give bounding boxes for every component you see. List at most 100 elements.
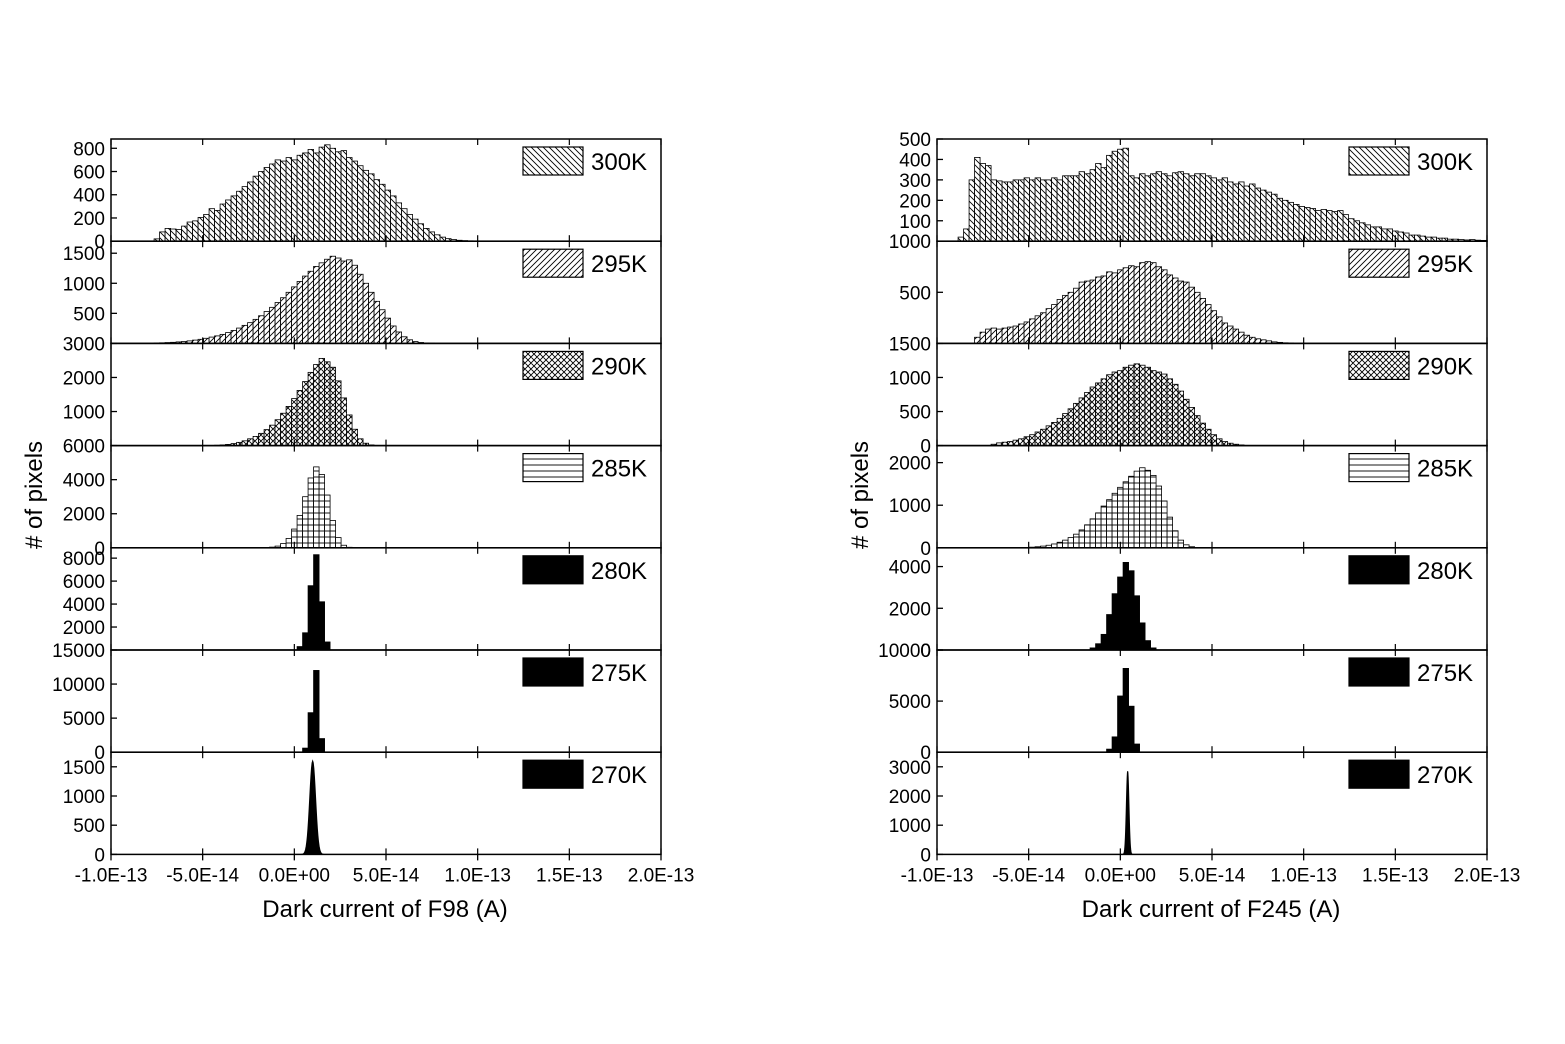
right-bar-295k: [1150, 262, 1157, 344]
right-bar-300k: [1381, 228, 1388, 242]
right-bar-300k: [1309, 208, 1316, 242]
left-xtick-label: -5.0E-14: [166, 865, 239, 886]
left-bar-300k: [428, 231, 435, 242]
left-bar-300k: [236, 190, 243, 242]
left-bar-295k: [401, 336, 408, 344]
right-ytick-label-270k: 3000: [889, 758, 931, 779]
right-bar-300k: [1034, 177, 1041, 242]
right-bar-295k: [1128, 265, 1135, 344]
left-bar-275k: [318, 738, 325, 753]
left-bar-300k: [417, 223, 424, 242]
right-xtick-label: 0.0E+00: [1085, 865, 1156, 886]
right-legend-label-285k: 285K: [1417, 456, 1473, 483]
right-legend-label-270k: 270K: [1417, 762, 1473, 789]
right-bar-275k: [1128, 705, 1135, 753]
left-legend-swatch-295k: [522, 248, 584, 278]
right-bar-285k: [1111, 492, 1118, 549]
right-bar-295k: [1029, 318, 1036, 344]
right-bar-300k: [1012, 179, 1019, 242]
right-ytick-label-275k: 5000: [889, 692, 931, 713]
left-bar-300k: [263, 167, 270, 242]
right-bar-300k: [1342, 214, 1349, 242]
left-bar-280k: [307, 585, 314, 651]
left-bar-295k: [373, 300, 380, 344]
left-bar-290k: [329, 366, 336, 446]
right-ytick-label-290k: 1500: [889, 334, 931, 355]
right-bar-300k: [1067, 175, 1074, 242]
right-bar-300k: [1397, 231, 1404, 242]
right-ytick-label-300k: 100: [899, 212, 931, 233]
right-bar-295k: [1243, 334, 1250, 344]
left-bar-300k: [434, 234, 441, 242]
left-legend-label-290k: 290K: [591, 353, 647, 380]
left-bar-300k: [170, 228, 177, 242]
right-legend-swatch-300k: [1348, 146, 1410, 176]
left-bar-300k: [362, 169, 369, 242]
right-ytick-label-270k: 1000: [889, 816, 931, 837]
right-bar-295k: [1199, 298, 1206, 344]
left-bar-295k: [357, 273, 364, 344]
left-chart-x-axis: -1.0E-13 -5.0E-14 0.0E+00 5.0E-14 1.0E-13 1.5…: [75, 854, 695, 886]
left-bar-300k: [203, 214, 210, 242]
left-bar-295k: [225, 332, 232, 344]
left-bar-300k: [258, 171, 265, 242]
right-bar-300k: [1139, 173, 1146, 242]
left-bar-280k: [324, 641, 331, 651]
left-bar-300k: [313, 152, 320, 242]
right-ytick-label-300k: 200: [899, 191, 931, 212]
right-bar-300k: [1205, 175, 1212, 242]
left-bar-300k: [324, 144, 331, 242]
right-bar-300k: [1249, 183, 1256, 242]
right-bar-300k: [1403, 232, 1410, 242]
left-ytick-label-275k: 10000: [52, 675, 105, 696]
left-ytick-label-280k: 8000: [63, 549, 105, 570]
right-bar-295k: [1161, 269, 1168, 344]
right-bar-295k: [1012, 325, 1019, 344]
left-legend-swatch-275k: [522, 657, 584, 687]
right-bar-300k: [1414, 234, 1421, 242]
right-bar-290k: [1155, 371, 1162, 446]
right-bar-295k: [1051, 304, 1058, 344]
left-bar-300k: [390, 195, 397, 242]
right-bar-290k: [1018, 438, 1025, 447]
left-bar-295k: [203, 337, 210, 344]
right-bar-300k: [1133, 177, 1140, 242]
right-bar-300k: [1100, 167, 1107, 242]
right-bar-290k: [1199, 422, 1206, 446]
left-xtick-label: 2.0E-13: [628, 865, 695, 886]
right-bar-295k: [1139, 262, 1146, 344]
right-bar-300k: [1128, 175, 1135, 242]
left-ytick-label-300k: 800: [73, 139, 105, 160]
right-bar-300k: [1221, 177, 1228, 242]
right-bar-295k: [979, 331, 986, 344]
left-ytick-label-300k: 0: [94, 232, 105, 253]
right-bar-290k: [1188, 407, 1195, 447]
left-bar-295k: [208, 336, 215, 344]
left-bar-300k: [252, 175, 259, 242]
right-bar-295k: [1062, 294, 1069, 344]
right-bar-295k: [1194, 291, 1201, 344]
right-bar-290k: [1040, 428, 1047, 447]
right-bar-300k: [1375, 226, 1382, 242]
right-bar-300k: [1166, 175, 1173, 242]
right-bar-300k: [1095, 163, 1102, 242]
right-bar-285k: [1089, 518, 1096, 549]
right-bar-285k: [1155, 485, 1162, 549]
left-bar-285k: [313, 466, 320, 549]
left-bar-290k: [318, 357, 325, 447]
right-ytick-label-295k: 500: [899, 283, 931, 304]
left-y-axis-title: # of pixels: [21, 441, 48, 549]
left-bar-295k: [390, 325, 397, 344]
right-xtick-label: 2.0E-13: [1454, 865, 1521, 886]
right-chart-bars: [957, 147, 1487, 855]
right-ytick-label-280k: 2000: [889, 599, 931, 620]
left-ytick-label-300k: 600: [73, 163, 105, 184]
right-bar-290k: [1084, 392, 1091, 446]
left-bar-300k: [406, 214, 413, 242]
right-bar-290k: [1122, 366, 1129, 446]
left-chart-panel-frames: [110, 138, 662, 856]
right-ytick-label-285k: 0: [920, 539, 931, 560]
right-bar-285k: [1122, 481, 1129, 549]
left-bar-300k: [164, 228, 171, 242]
